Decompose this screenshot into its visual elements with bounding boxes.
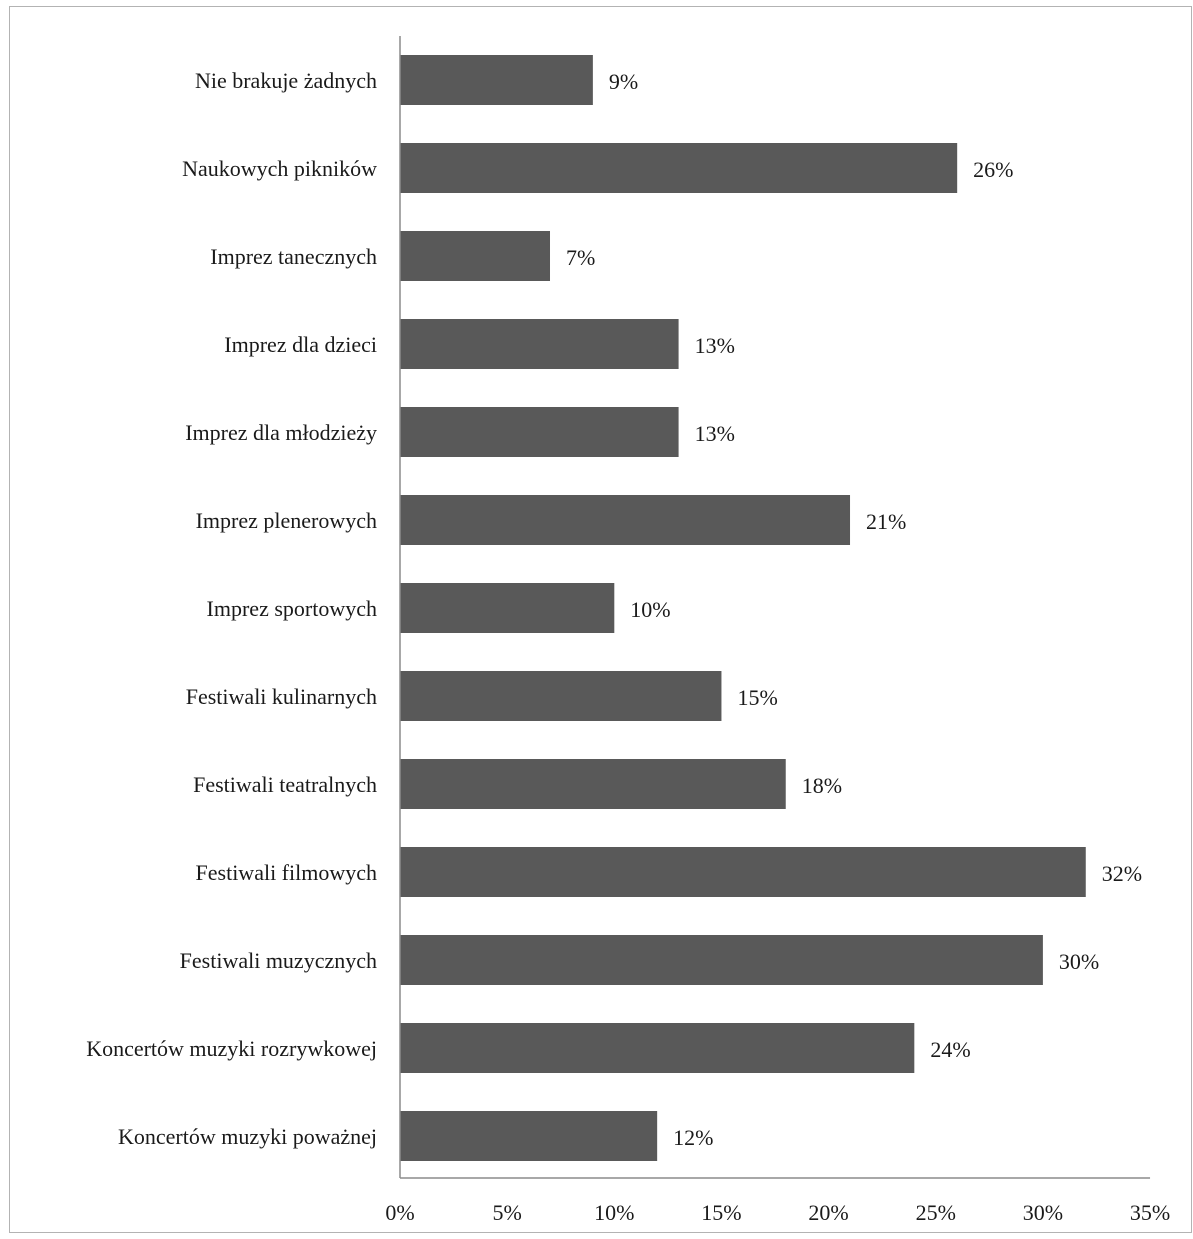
bar bbox=[400, 407, 679, 457]
data-label: 30% bbox=[1059, 949, 1099, 974]
bar bbox=[400, 143, 958, 193]
bar bbox=[400, 1111, 658, 1161]
x-tick-label: 10% bbox=[594, 1200, 634, 1225]
data-label: 13% bbox=[695, 333, 735, 358]
bar bbox=[400, 319, 679, 369]
x-tick-label: 0% bbox=[385, 1200, 414, 1225]
data-label: 12% bbox=[673, 1125, 713, 1150]
bars-layer bbox=[400, 55, 1086, 1161]
bar bbox=[400, 847, 1086, 897]
data-label: 32% bbox=[1102, 861, 1142, 886]
data-label: 9% bbox=[609, 69, 638, 94]
category-label: Koncertów muzyki rozrywkowej bbox=[86, 1036, 377, 1061]
x-tick-label: 15% bbox=[701, 1200, 741, 1225]
data-label: 18% bbox=[802, 773, 842, 798]
x-tick-label: 30% bbox=[1023, 1200, 1063, 1225]
x-tick-label: 25% bbox=[916, 1200, 956, 1225]
category-label: Festiwali kulinarnych bbox=[186, 684, 377, 709]
data-label: 15% bbox=[737, 685, 777, 710]
category-label: Imprez dla młodzieży bbox=[185, 420, 377, 445]
category-label: Festiwali muzycznych bbox=[180, 948, 377, 973]
data-label: 24% bbox=[930, 1037, 970, 1062]
category-label: Imprez plenerowych bbox=[196, 508, 377, 533]
bar bbox=[400, 55, 593, 105]
category-label: Nie brakuje żadnych bbox=[195, 68, 377, 93]
category-label: Naukowych pikników bbox=[182, 156, 377, 181]
bar bbox=[400, 495, 851, 545]
data-label: 26% bbox=[973, 157, 1013, 182]
labels-layer: Nie brakuje żadnych 9% Naukowych pikników 2… bbox=[86, 68, 1170, 1225]
x-tick-label: 20% bbox=[808, 1200, 848, 1225]
axis-layer bbox=[399, 36, 1151, 1179]
category-label: Imprez dla dzieci bbox=[224, 332, 377, 357]
bar bbox=[400, 1023, 915, 1073]
x-tick-label: 5% bbox=[492, 1200, 521, 1225]
category-label: Koncertów muzyki poważnej bbox=[118, 1124, 377, 1149]
category-label: Imprez sportowych bbox=[207, 596, 377, 621]
data-label: 10% bbox=[630, 597, 670, 622]
bar bbox=[400, 935, 1043, 985]
category-label: Festiwali filmowych bbox=[196, 860, 377, 885]
data-label: 21% bbox=[866, 509, 906, 534]
bar bbox=[400, 759, 786, 809]
category-label: Festiwali teatralnych bbox=[193, 772, 377, 797]
category-label: Imprez tanecznych bbox=[210, 244, 377, 269]
x-tick-label: 35% bbox=[1130, 1200, 1170, 1225]
bar bbox=[400, 583, 615, 633]
data-label: 13% bbox=[695, 421, 735, 446]
bar bbox=[400, 671, 722, 721]
data-label: 7% bbox=[566, 245, 595, 270]
bar bbox=[400, 231, 551, 281]
